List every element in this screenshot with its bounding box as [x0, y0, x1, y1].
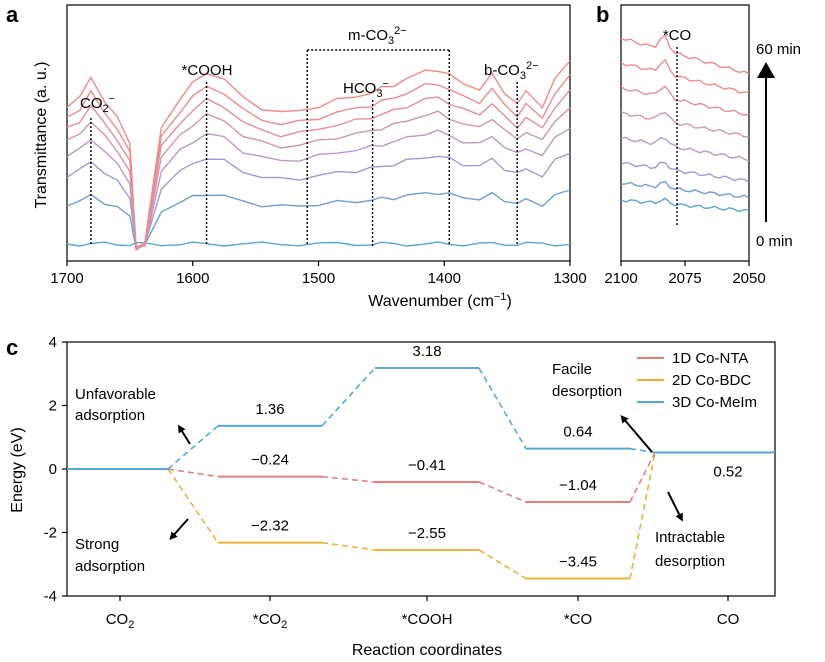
- panel-b-series-group: [620, 34, 750, 213]
- panel-c-x-axis-title: Reaction coordinates: [352, 642, 502, 659]
- annotation-intractable-line2: desorption: [655, 553, 725, 570]
- energy-connector-1-1: [321, 541, 376, 551]
- panel-c-y-tick-label: 0: [49, 461, 57, 478]
- panel-c-x-tick-label: *CO2: [253, 611, 287, 631]
- panel-b-spectrum-4: [620, 111, 750, 138]
- annotation-intractable-line1: Intractable: [655, 529, 725, 546]
- energy-label-1-1: −2.32: [251, 518, 289, 535]
- arrow-facile: [620, 414, 653, 453]
- annotation-m-co3: m-CO32−: [348, 25, 407, 47]
- panel-b-spectra: *CO 2100 2075 2050 60 min 0 min: [604, 4, 801, 287]
- panel-a-spectrum-1: [66, 189, 571, 251]
- legend-label-nta: 1D Co-NTA: [672, 350, 748, 367]
- panel-a-spectra: 1700 1600 1500 1400 1300 Transmittance (a. u…: [33, 4, 587, 310]
- panel-a-x-tick-label: 1600: [176, 270, 209, 287]
- energy-connector-0-1: [321, 475, 376, 483]
- energy-connector-0-0: [167, 468, 219, 478]
- panel-a-x-tick-label: 1500: [302, 270, 335, 287]
- panel-a-spectrum-7: [66, 60, 571, 252]
- energy-connector-0-3: [629, 452, 656, 503]
- annotation-cooh: *COOH: [182, 62, 233, 79]
- energy-label-0-3: −1.04: [559, 477, 597, 494]
- arrow-strong: [169, 518, 189, 540]
- panel-a-y-axis-title: Transmittance (a. u.): [33, 61, 50, 208]
- arrow-unfavorable: [177, 424, 191, 445]
- legend: 1D Co-NTA 2D Co-BDC 3D Co-MeIm: [637, 350, 757, 411]
- energy-connector-1-3: [629, 452, 656, 579]
- panel-a-x-tick-label: 1400: [428, 270, 461, 287]
- panel-a-series-group: [66, 60, 571, 252]
- energy-connector-2-1: [321, 367, 376, 427]
- panel-c-value-labels: −2.32 −2.55 −3.45 −0.24 −0.41 −1.04 1.36 3.18 0.…: [251, 343, 743, 571]
- panel-b-spectrum-5: [620, 85, 750, 116]
- arrow-intractable: [667, 491, 683, 522]
- panel-label-b: b: [596, 2, 609, 27]
- energy-connector-2-2: [478, 367, 527, 450]
- panel-b-x-tick-label: 2050: [732, 270, 765, 287]
- panel-b-spectrum-2: [620, 161, 750, 184]
- panel-a-spectrum-2: [66, 152, 571, 249]
- panel-a-x-tick-label: 1700: [50, 270, 83, 287]
- energy-label-2-3: 0.64: [563, 424, 592, 441]
- energy-connector-0-2: [478, 481, 527, 503]
- energy-label-1-3: −3.45: [559, 554, 597, 571]
- legend-label-bdc: 2D Co-BDC: [672, 372, 751, 389]
- panel-c-x-tick-label: *COOH: [402, 611, 453, 628]
- panel-a-x-ticks: 1700 1600 1500 1400 1300: [50, 261, 587, 287]
- annotation-strong-line1: Strong: [75, 536, 119, 553]
- panel-c-series-group: [67, 367, 775, 580]
- energy-label-2-1: 1.36: [255, 401, 284, 418]
- panel-c-y-tick-label: 2: [49, 398, 57, 415]
- panel-c-x-tick-label: *CO: [564, 611, 592, 628]
- panel-a-spectrum-5: [66, 89, 571, 249]
- energy-connector-1-0: [167, 468, 219, 544]
- panel-b-spectrum-6: [620, 58, 750, 94]
- panel-c-x-tick-label: CO2: [106, 611, 135, 631]
- panel-a-frame: [66, 4, 571, 262]
- annotation-co-b: *CO: [663, 27, 691, 44]
- energy-label-0-2: −0.41: [408, 457, 446, 474]
- annotation-facile-line1: Facile: [552, 361, 592, 378]
- energy-label-1-2: −2.55: [408, 525, 446, 542]
- panel-label-c: c: [6, 335, 18, 360]
- panel-a-spectrum-6: [66, 74, 571, 251]
- energy-label-2-2: 3.18: [412, 343, 441, 360]
- legend-label-melm: 3D Co-MeIm: [672, 394, 757, 411]
- panel-label-a: a: [6, 2, 19, 27]
- panel-c-y-axis-title: Energy (eV): [9, 427, 26, 512]
- panel-b-spectrum-0: [620, 197, 750, 213]
- panel-c-y-tick-label: 4: [49, 334, 57, 351]
- panel-b-x-ticks: 2100 2075 2050: [604, 261, 766, 287]
- panel-c-energy-diagram: 4 2 0 -2 -4 CO2 *CO2 *COOH *CO CO −2.32 −2.55 −3.45…: [9, 334, 776, 659]
- time-label-top: 60 min: [756, 41, 801, 58]
- annotation-b-co3: b-CO32−: [484, 60, 539, 82]
- panel-a-x-axis-title: Wavenumber (cm−1): [368, 291, 512, 310]
- panel-c-y-tick-label: -2: [44, 525, 57, 542]
- time-arrow-head: [757, 62, 775, 78]
- annotation-facile-line2: desorption: [552, 383, 622, 400]
- panel-b-spectrum-3: [620, 136, 750, 162]
- energy-connector-2-0: [167, 425, 219, 470]
- panel-a-annotation-lines: [90, 49, 518, 246]
- panel-c-x-tick-label: CO: [717, 611, 740, 628]
- panel-c-y-tick-label: -4: [44, 588, 57, 605]
- energy-label-0-1: −0.24: [251, 452, 289, 469]
- annotation-unfavorable-line1: Unfavorable: [75, 386, 156, 403]
- panel-c-axis-ticks: 4 2 0 -2 -4 CO2 *CO2 *COOH *CO CO: [44, 334, 740, 631]
- panel-b-spectrum-7: [620, 34, 750, 75]
- time-label-bottom: 0 min: [756, 233, 793, 250]
- panel-b-x-tick-label: 2075: [668, 270, 701, 287]
- annotation-co2-radical: CO2−: [80, 93, 115, 115]
- annotation-unfavorable-line2: adsorption: [75, 407, 145, 424]
- panel-b-x-tick-label: 2100: [604, 270, 637, 287]
- panel-a-x-tick-label: 1300: [553, 270, 586, 287]
- annotation-strong-line2: adsorption: [75, 558, 145, 575]
- panel-a-spectrum-3: [66, 127, 571, 247]
- energy-label-2-4: 0.52: [713, 463, 742, 480]
- annotation-hco3: HCO3−: [343, 78, 389, 100]
- panel-b-spectrum-1: [620, 180, 750, 199]
- energy-connector-1-2: [478, 549, 527, 580]
